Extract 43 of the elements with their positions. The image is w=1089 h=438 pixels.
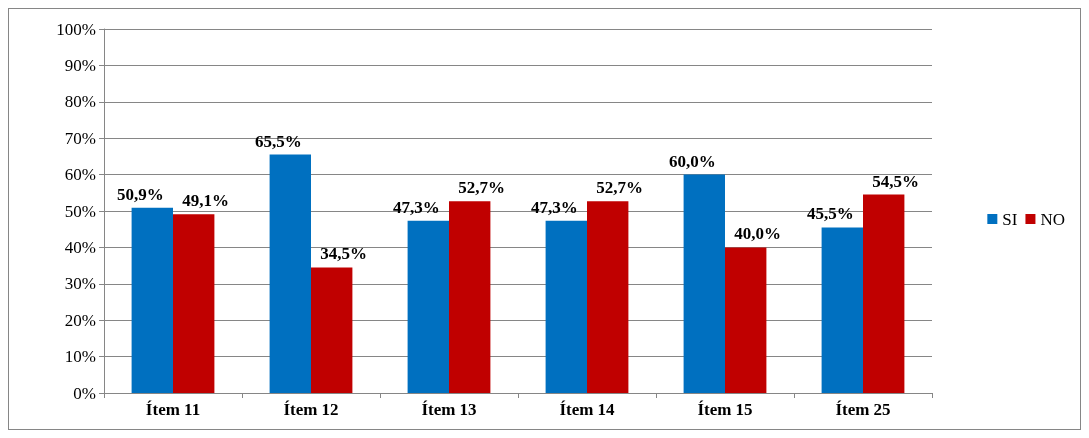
bar bbox=[131, 207, 173, 393]
bar bbox=[545, 220, 587, 393]
x-tick-label: Ítem 11 bbox=[145, 400, 201, 419]
y-tick-label: 40% bbox=[64, 237, 96, 257]
bar bbox=[407, 220, 449, 393]
data-label: 40,0% bbox=[734, 224, 782, 244]
bar bbox=[821, 227, 863, 393]
legend-label: NO bbox=[1040, 209, 1066, 229]
y-tick-label: 70% bbox=[64, 128, 96, 148]
bar bbox=[173, 214, 215, 393]
y-tick-label: 100% bbox=[56, 19, 96, 39]
data-label: 47,3% bbox=[530, 197, 578, 217]
data-label: 47,3% bbox=[392, 197, 440, 217]
bar bbox=[863, 194, 905, 393]
bar bbox=[725, 247, 767, 393]
y-tick-label: 80% bbox=[64, 92, 96, 112]
data-label: 34,5% bbox=[320, 244, 368, 264]
y-tick-label: 10% bbox=[64, 347, 96, 367]
bar bbox=[311, 267, 353, 393]
bar bbox=[269, 154, 311, 393]
data-label: 49,1% bbox=[182, 191, 230, 211]
y-tick-label: 30% bbox=[64, 274, 96, 294]
y-tick-label: 20% bbox=[64, 310, 96, 330]
y-tick-label: 90% bbox=[64, 55, 96, 75]
data-label: 50,9% bbox=[116, 184, 164, 204]
bar bbox=[683, 174, 725, 393]
legend-label: SI bbox=[1002, 209, 1018, 229]
data-label: 52,7% bbox=[458, 178, 506, 198]
y-tick-label: 0% bbox=[73, 383, 96, 403]
x-tick-label: Ítem 12 bbox=[283, 400, 339, 419]
x-tick-label: Ítem 25 bbox=[835, 400, 891, 419]
x-tick-label: Ítem 14 bbox=[559, 400, 616, 419]
data-label: 54,5% bbox=[872, 171, 920, 191]
data-label: 45,5% bbox=[806, 204, 854, 224]
bar bbox=[449, 201, 491, 393]
y-tick-label: 50% bbox=[64, 201, 96, 221]
data-label: 65,5% bbox=[254, 131, 302, 151]
y-tick-label: 60% bbox=[64, 165, 96, 185]
bar bbox=[587, 201, 629, 393]
x-tick-label: Ítem 15 bbox=[697, 400, 753, 419]
data-label: 60,0% bbox=[668, 151, 716, 171]
data-label: 52,7% bbox=[596, 178, 644, 198]
x-tick-label: Ítem 13 bbox=[421, 400, 477, 419]
